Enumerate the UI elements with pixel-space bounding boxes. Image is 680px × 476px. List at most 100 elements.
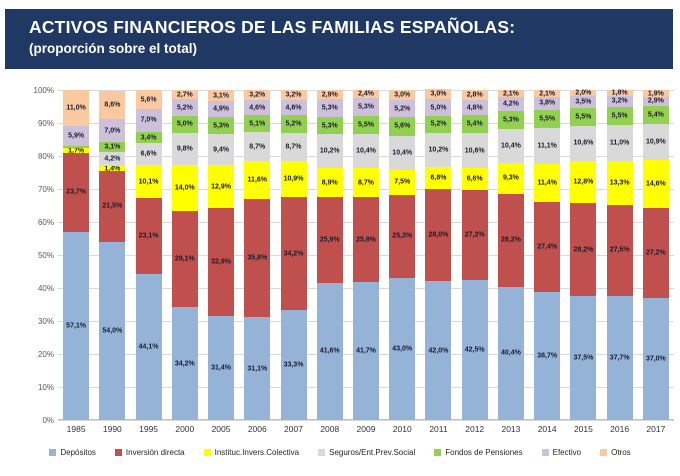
segment-value-label: 8,9% [321, 179, 338, 187]
segment-value-label: 42,5% [464, 346, 485, 354]
bar-segment: 10,2% [425, 132, 452, 167]
x-tick-label: 2014 [537, 424, 557, 434]
segment-value-label: 14,6% [645, 180, 666, 188]
bar-segment: 8,7% [280, 132, 307, 162]
bar-segment: 5,4% [642, 106, 669, 125]
bar-2005: 31,4% 32,9% 12,9% 9,4% 5,3% 4,9% 3,1% [208, 90, 235, 420]
bar-segment: 5,0% [425, 99, 452, 116]
bar-segment: 21,5% [99, 170, 126, 242]
bar-segment: 4,6% [280, 100, 307, 116]
bar-2007: 33,3% 34,2% 10,9% 8,7% 5,2% 4,6% 3,2% [280, 89, 307, 420]
segment-value-label: 10,9% [283, 175, 304, 183]
bar-segment: 57,1% [63, 231, 90, 420]
segment-value-label: 44,1% [138, 343, 159, 351]
segment-value-label: 5,2% [394, 105, 411, 113]
segment-value-label: 4,2% [502, 100, 519, 108]
segment-value-label: 3,5% [575, 98, 592, 106]
legend-label: Seguros/Ent.Prev.Social [329, 448, 416, 457]
legend-item: Efectivo [541, 448, 582, 457]
bar-segment: 25,3% [389, 194, 416, 279]
y-tick-label: 100% [33, 86, 54, 95]
bar-segment: 3,4% [135, 131, 162, 144]
segment-value-label: 1,7% [68, 147, 85, 155]
bar-segment: 42,5% [461, 279, 488, 420]
bar-segment: 5,6% [389, 117, 416, 136]
segment-value-label: 34,2% [283, 250, 304, 258]
segment-value-label: 8,6% [104, 101, 121, 109]
segment-value-label: 54,0% [102, 327, 123, 335]
bar-segment: 5,0% [171, 116, 198, 133]
plot-area: 57,1% 23,7% 1,7% 5,9% 11,0% 54,0% 21,5% 1,4% 4,2… [58, 89, 674, 421]
segment-value-label: 11,6% [247, 176, 268, 184]
legend-label: Fondos de Pensiones [445, 448, 523, 457]
bar-segment: 5,5% [606, 106, 633, 125]
bar-segment [63, 145, 90, 148]
y-axis: 0% 10% 20% 30% 40% 50% 60% 70% 80% 90% 100% [14, 86, 54, 425]
x-tick-label: 2015 [573, 424, 593, 434]
legend-swatch [600, 449, 608, 456]
segment-value-label: 23,7% [66, 188, 87, 196]
legend-swatch [434, 449, 442, 456]
segment-value-label: 3,0% [394, 91, 411, 99]
bar-segment: 13,3% [606, 160, 633, 205]
segment-value-label: 8,7% [285, 143, 302, 151]
segment-value-label: 6,8% [430, 174, 447, 182]
bar-segment: 4,6% [244, 100, 271, 116]
bar-segment: 2,9% [316, 89, 343, 100]
segment-value-label: 25,9% [319, 236, 340, 244]
segment-value-label: 28,0% [428, 231, 449, 239]
bar-segment: 28,0% [425, 189, 452, 282]
bar-segment: 8,6% [99, 90, 126, 120]
bar-segment: 41,7% [353, 282, 379, 420]
bar-segment: 10,4% [389, 135, 416, 170]
bar-segment: 10,9% [280, 161, 307, 198]
segment-value-label: 2,8% [466, 91, 483, 99]
segment-value-label: 9,4% [213, 146, 230, 154]
bar-segment: 5,3% [497, 111, 524, 129]
segment-value-label: 25,3% [392, 232, 413, 240]
bar-segment: 11,1% [534, 127, 561, 165]
x-tick-label: 2005 [211, 424, 231, 434]
segment-value-label: 3,0% [430, 90, 447, 98]
y-tick-label: 70% [37, 185, 54, 194]
bar-2008: 41,6% 25,9% 8,9% 10,2% 5,3% 5,3% 2,9% [316, 89, 343, 420]
bar-segment: 11,4% [534, 164, 561, 202]
bar-segment: 38,7% [534, 292, 561, 420]
segment-value-label: 2,1% [502, 90, 519, 98]
bar-segment: 41,6% [316, 282, 343, 420]
segment-value-label: 10,4% [501, 142, 521, 150]
legend-item: Otros [600, 448, 631, 457]
bar-segment: 3,0% [389, 90, 416, 100]
segment-value-label: 28,2% [501, 236, 521, 244]
bar-segment: 27,4% [534, 201, 561, 293]
bar-segment: 25,9% [353, 196, 379, 283]
x-axis: 1985 1990 1995 2000 2005 2006 2007 2008 2009 2010… [58, 424, 674, 438]
bar-segment: 10,9% [642, 124, 669, 160]
segment-value-label: 5,9% [68, 132, 85, 140]
y-tick-label: 10% [37, 383, 54, 392]
segment-value-label: 10,4% [356, 147, 376, 155]
legend: Depósitos Inversión directa Instituc.Inver… [0, 448, 680, 457]
gridline [58, 420, 674, 421]
bar-segment: 5,3% [316, 99, 343, 117]
segment-value-label: 21,5% [102, 202, 123, 210]
bar-2016: 37,7% 27,5% 13,3% 11,0% 5,5% 3,2% 1,8% [606, 90, 633, 420]
bar-segment: 10,6% [570, 126, 597, 161]
bar-segment: 25,9% [316, 197, 343, 283]
segment-value-label: 3,4% [140, 134, 157, 142]
bar-segment: 28,2% [570, 203, 597, 297]
bar-segment: 6,6% [135, 143, 162, 165]
segment-value-label: 23,1% [138, 232, 159, 240]
segment-value-label: 10,1% [138, 178, 159, 186]
segment-value-label: 5,3% [358, 103, 374, 111]
segment-value-label: 5,4% [647, 111, 664, 119]
bar-segment: 23,1% [135, 198, 162, 275]
bar-segment: 1,9% [642, 90, 669, 97]
bar-segment: 27,2% [642, 208, 669, 298]
segment-value-label: 27,2% [464, 231, 485, 239]
x-tick-label: 2010 [392, 424, 412, 434]
legend-label: Efectivo [552, 448, 582, 457]
bar-segment: 4,9% [208, 100, 235, 117]
bar-segment: 1,7% [63, 147, 90, 154]
